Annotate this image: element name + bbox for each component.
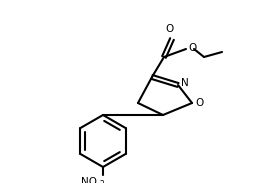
- Text: N: N: [181, 78, 189, 88]
- Text: 2: 2: [99, 180, 104, 183]
- Text: O: O: [195, 98, 203, 108]
- Text: NO: NO: [81, 177, 97, 183]
- Text: O: O: [188, 43, 196, 53]
- Text: O: O: [166, 24, 174, 34]
